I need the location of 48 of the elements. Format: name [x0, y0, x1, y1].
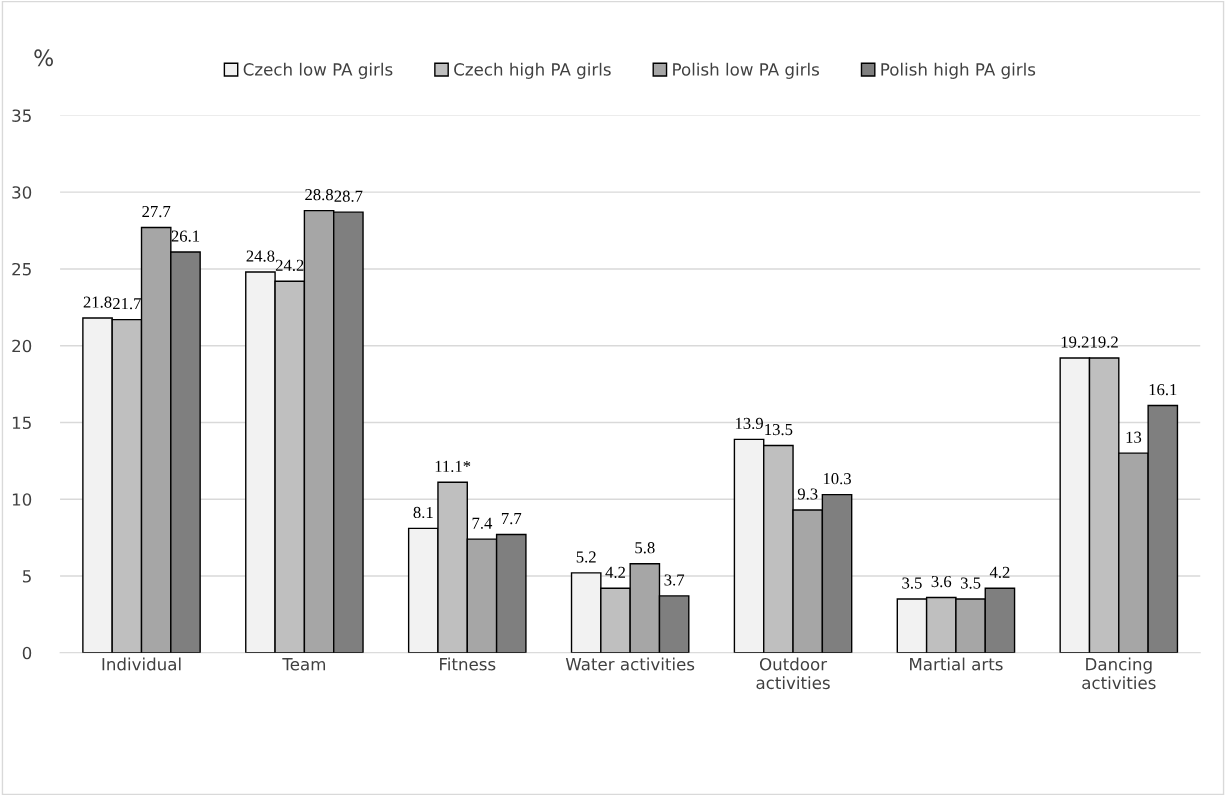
y-tick-label: 35 [12, 109, 31, 122]
data-label: 3.5 [960, 577, 981, 589]
data-label: 3.7 [664, 574, 685, 586]
y-axis-title: % [34, 49, 53, 67]
y-tick-label: 5 [22, 570, 31, 583]
x-tick-label: Martial arts [910, 657, 1003, 671]
legend-label: Polish high PA girls [881, 62, 1036, 79]
x-tick-label: Fitness [440, 657, 496, 671]
data-label: 26.1 [171, 230, 200, 242]
data-label: 5.8 [635, 542, 655, 554]
data-label: 4.2 [989, 566, 1010, 578]
x-tick-label: Individual [102, 657, 181, 671]
y-tick-label: 20 [12, 339, 32, 353]
data-label: 27.7 [142, 205, 171, 218]
data-label: 19.2 [1061, 336, 1089, 348]
data-label: 9.3 [797, 488, 818, 500]
data-label: 7.4 [472, 517, 493, 529]
legend-label: Czech high PA girls [454, 62, 611, 79]
data-label: 13.5 [765, 423, 793, 436]
data-label: 24.8 [246, 250, 275, 262]
x-tick-label: Team [282, 658, 326, 671]
data-label: 7.7 [501, 513, 522, 525]
data-label: 19.2 [1091, 336, 1118, 348]
data-label: 21.8 [83, 296, 112, 308]
y-tick-label: 10 [12, 493, 32, 506]
data-label: 21.7 [113, 298, 141, 310]
data-label: 10.3 [823, 473, 851, 485]
data-label: 28.8 [305, 189, 334, 201]
y-tick-label: 0 [22, 646, 32, 660]
legend-label: Polish low PA girls [673, 62, 819, 79]
data-label: 13 [1126, 431, 1142, 443]
data-label: 24.2 [275, 259, 304, 271]
data-label: 3.5 [902, 577, 922, 589]
x-tick-label: Water activities [565, 657, 695, 671]
data-label: 5.2 [576, 551, 596, 563]
data-label: 11.1* [435, 460, 471, 473]
x-tick-label: Outdoor activities [756, 657, 830, 690]
data-label: 16.1 [1149, 384, 1177, 396]
y-tick-label: 15 [12, 416, 31, 430]
data-label: 8.1 [413, 506, 433, 519]
data-label: 28.7 [334, 190, 363, 202]
y-tick-label: 30 [12, 186, 32, 199]
data-label: 13.9 [735, 417, 763, 430]
data-label: 3.6 [931, 575, 952, 588]
legend-label: Czech low PA girls [243, 62, 393, 79]
y-tick-label: 25 [12, 262, 31, 276]
data-label: 4.2 [605, 566, 625, 578]
x-tick-label: Dancing activities [1082, 657, 1156, 690]
